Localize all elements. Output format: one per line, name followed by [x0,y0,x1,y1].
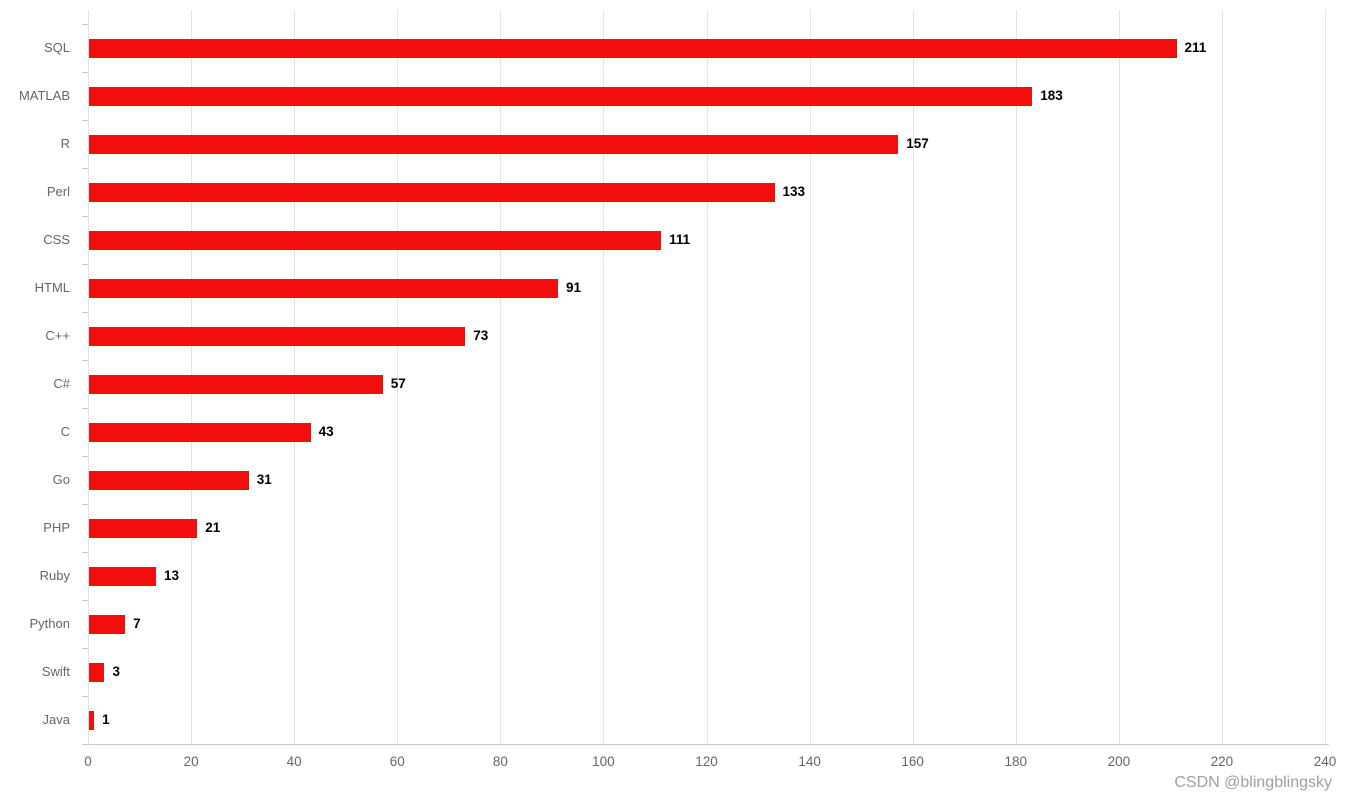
y-axis-tick [82,552,88,553]
category-label: C# [53,376,70,391]
y-axis-tick [82,168,88,169]
x-axis-line [88,744,1329,745]
x-tick-label: 100 [592,754,615,769]
category-label: CSS [43,232,70,247]
bar [89,422,311,442]
x-tick-label: 80 [492,754,508,769]
gridline [1325,10,1326,744]
y-axis-tick [82,744,88,745]
y-axis-tick [82,72,88,73]
bar [89,518,198,538]
x-tick-label: 20 [183,754,199,769]
category-label: Java [42,712,70,727]
y-axis-tick [82,504,88,505]
value-label: 91 [566,280,582,295]
category-label: C++ [45,328,70,343]
category-label: MATLAB [18,88,70,103]
y-axis-tick [82,264,88,265]
x-tick-label: 120 [695,754,718,769]
y-axis-tick [82,216,88,217]
bar [89,374,383,394]
gridline [88,10,89,744]
gridline [1015,10,1017,744]
bar [89,470,249,490]
category-label: Perl [46,184,70,199]
x-tick-label: 40 [286,754,302,769]
category-label: PHP [43,520,70,535]
bar [89,134,899,154]
gridline [397,10,399,744]
gridline [500,10,502,744]
gridline [706,10,708,744]
bar [89,566,156,586]
value-label: 31 [256,472,272,487]
value-label: 13 [164,568,180,583]
value-label: 133 [782,184,806,199]
value-label: 111 [669,232,691,247]
x-tick-label: 140 [798,754,821,769]
y-axis-tick [82,600,88,601]
bar [89,662,105,682]
y-axis-tick [82,24,88,25]
value-label: 73 [473,328,489,343]
y-axis-tick [82,312,88,313]
category-label: Go [52,472,70,487]
category-label: R [60,136,70,151]
gridline [1221,10,1223,744]
category-label: Python [29,616,70,631]
bar [89,614,126,634]
x-tick-label: 160 [901,754,924,769]
x-tick-label: 60 [389,754,405,769]
bar [89,278,559,298]
bar [89,182,775,202]
bar [89,326,466,346]
y-axis-tick [82,408,88,409]
value-label: 1 [102,712,110,727]
category-label: Ruby [39,568,70,583]
category-label: SQL [43,40,70,55]
value-label: 211 [1184,40,1207,55]
value-label: 57 [390,376,406,391]
x-tick-label: 200 [1107,754,1131,769]
y-axis-tick [82,648,88,649]
watermark: CSDN @blingblingsky [1174,774,1332,791]
y-axis-tick [82,456,88,457]
x-tick-label: 240 [1313,754,1337,769]
x-tick-label: 180 [1004,754,1028,769]
value-label: 3 [112,664,120,679]
value-label: 21 [205,520,221,535]
value-label: 7 [133,616,141,631]
gridline [603,10,605,744]
bar [89,38,1177,58]
category-label: HTML [34,280,70,295]
gridline [912,10,914,744]
value-label: 43 [318,424,334,439]
value-label: 183 [1040,88,1063,103]
category-label: C [60,424,70,439]
x-tick-label: 0 [84,754,92,769]
gridline [809,10,811,744]
y-axis-tick [82,360,88,361]
category-label: Swift [41,664,70,679]
x-tick-label: 220 [1210,754,1234,769]
gridline [1118,10,1120,744]
bar [89,86,1033,106]
bar [89,710,95,730]
value-label: 157 [906,136,929,151]
y-axis-tick [82,120,88,121]
bar [89,230,662,250]
y-axis-tick [82,696,88,697]
